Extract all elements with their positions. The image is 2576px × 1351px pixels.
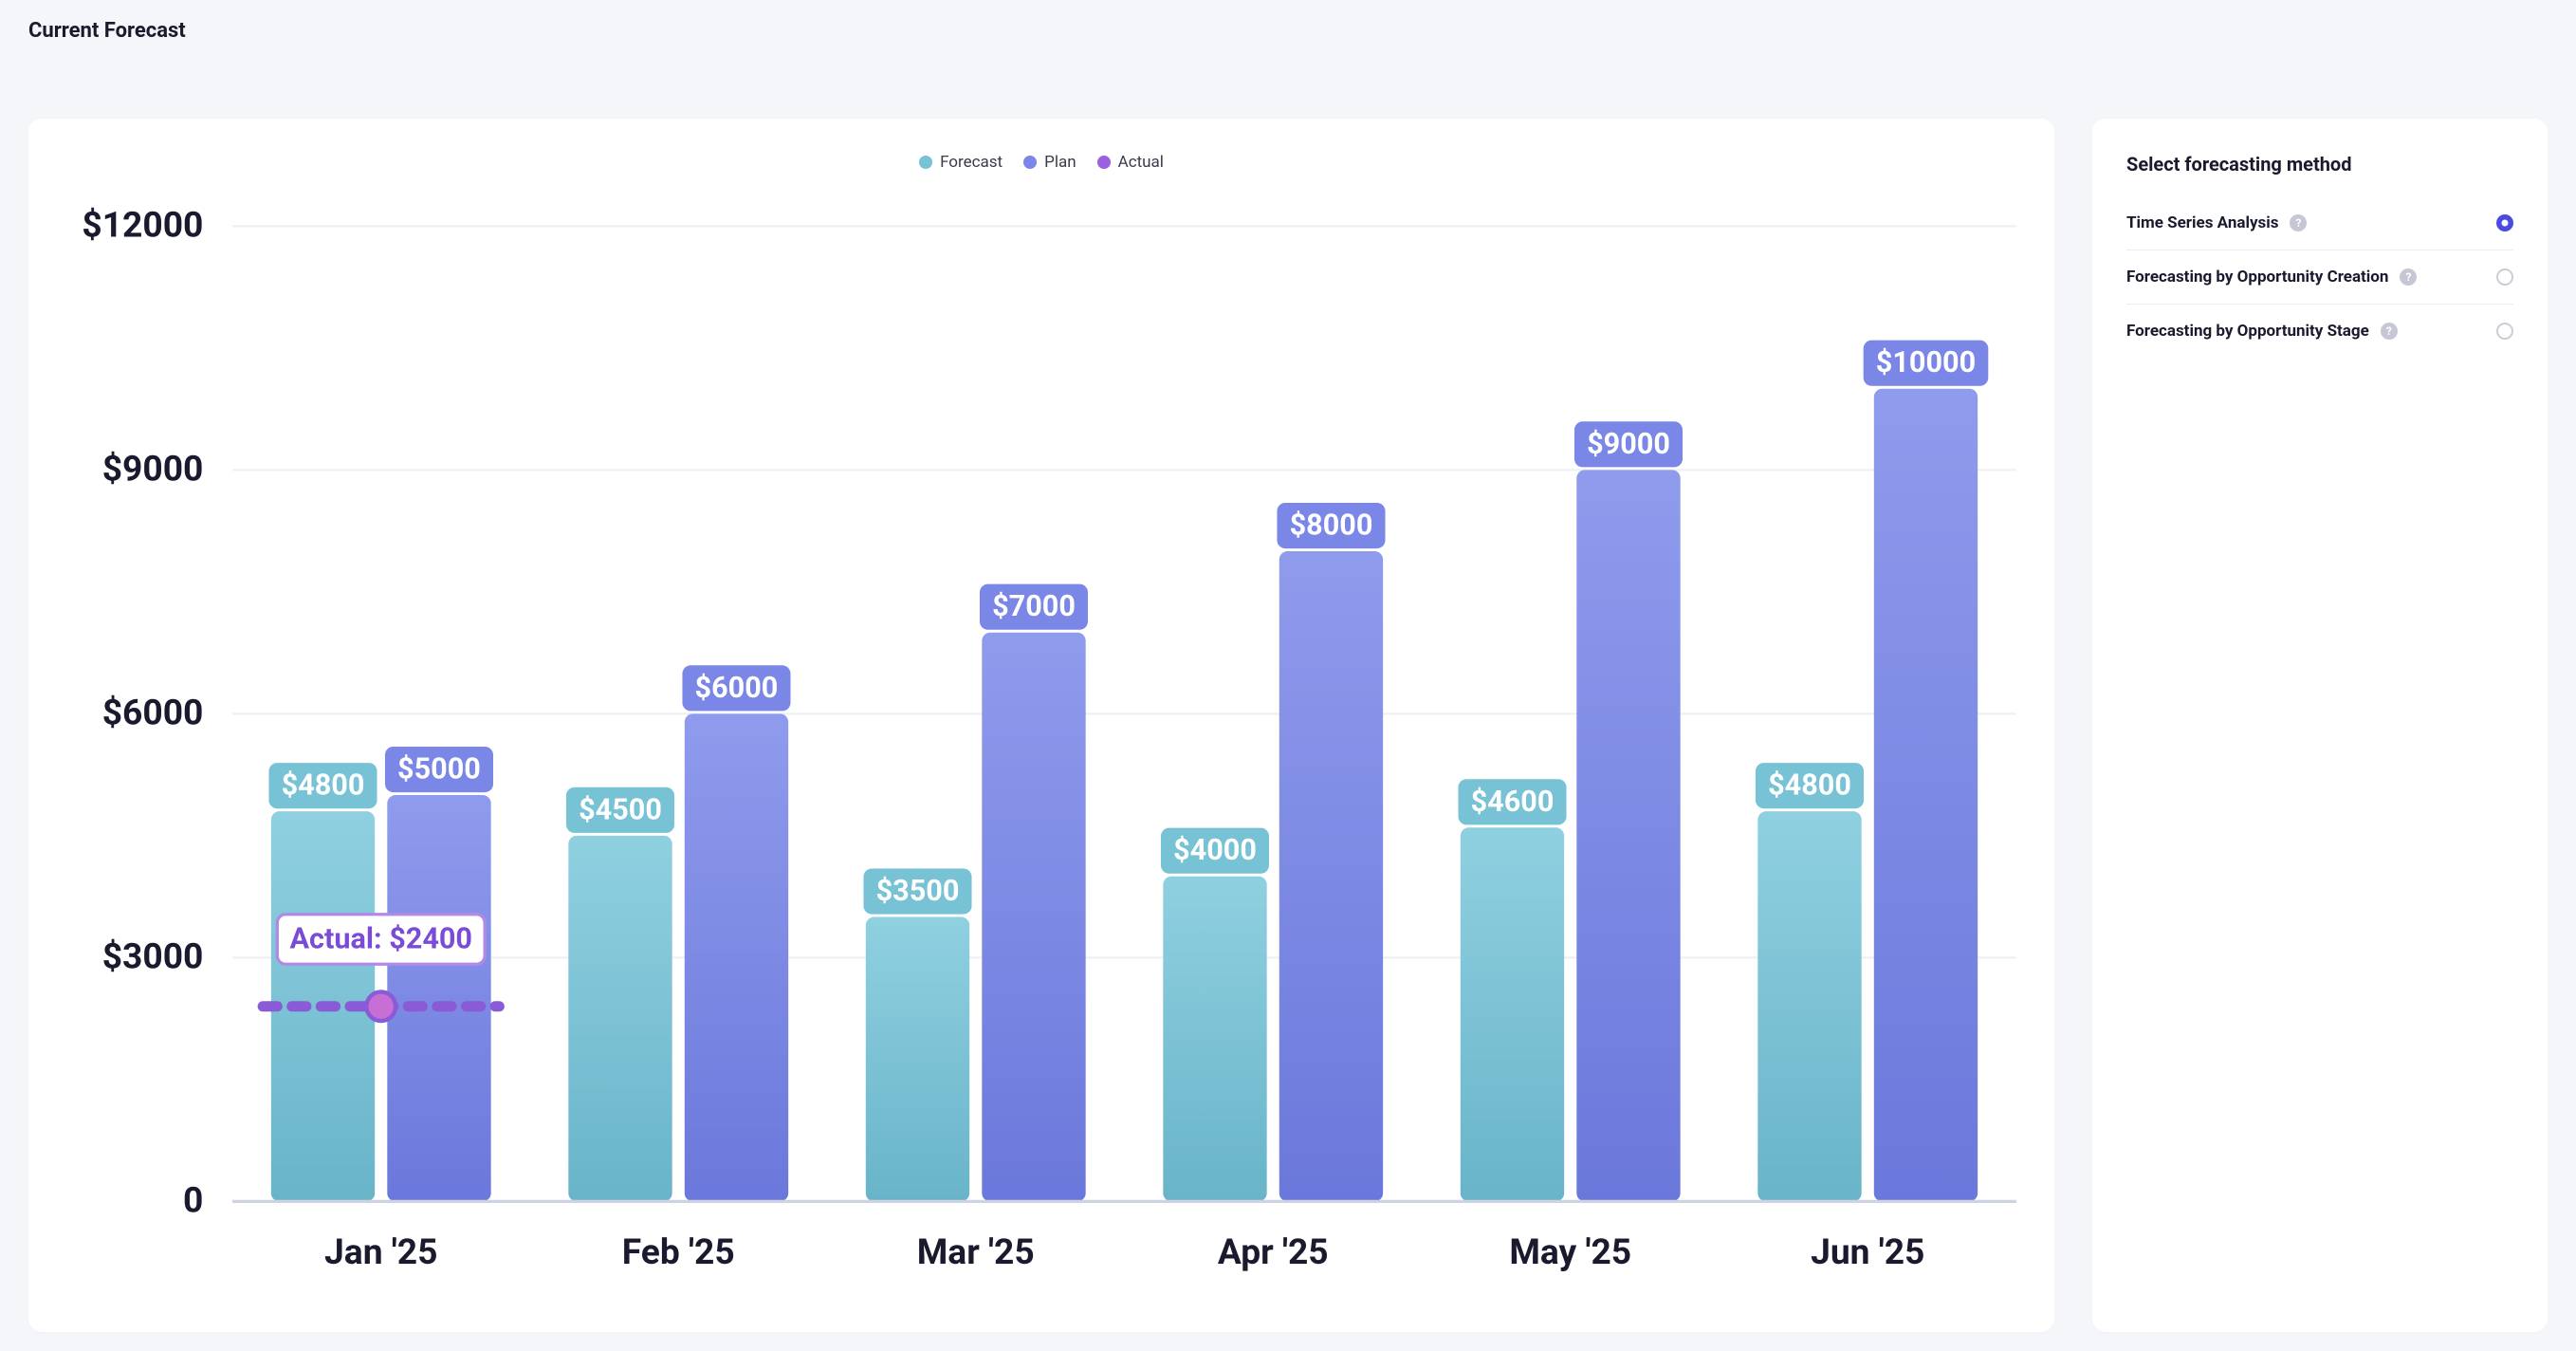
method-row[interactable]: Forecasting by Opportunity Creation? — [2126, 250, 2513, 305]
x-tick-label: Jun '25 — [1811, 1232, 1924, 1273]
actual-point — [366, 991, 396, 1021]
bar-plan — [1576, 470, 1680, 1201]
plan-swatch — [1023, 156, 1037, 169]
help-icon[interactable]: ? — [2290, 214, 2307, 231]
method-list: Time Series Analysis?Forecasting by Oppo… — [2126, 196, 2513, 358]
method-row[interactable]: Time Series Analysis? — [2126, 196, 2513, 250]
help-icon[interactable]: ? — [2381, 323, 2398, 340]
help-icon[interactable]: ? — [2400, 268, 2417, 286]
x-tick-label: Feb '25 — [622, 1232, 735, 1273]
method-radio[interactable] — [2496, 214, 2513, 231]
chart-plot: 0 $3000 $6000 $9000 $12000 Jan '25 Feb '25 Mar … — [66, 189, 2016, 1305]
actual-value-label: Actual: $2400 — [289, 923, 472, 956]
bar-value-label: $4000 — [1173, 834, 1257, 867]
bar-value-label: $10000 — [1876, 346, 1976, 379]
legend-item-forecast: Forecast — [919, 153, 1003, 172]
layout: Forecast Plan Actual 0 $3000 $6000 $9000 $12… — [28, 119, 2548, 1332]
bar-plan — [1279, 551, 1383, 1201]
method-panel: Select forecasting method Time Series An… — [2092, 119, 2548, 1332]
method-panel-title: Select forecasting method — [2126, 153, 2513, 176]
bar-value-label: $5000 — [397, 753, 481, 787]
x-tick-label: Jan '25 — [324, 1232, 437, 1273]
bar-forecast — [866, 917, 969, 1202]
chart-card: Forecast Plan Actual 0 $3000 $6000 $9000 $12… — [28, 119, 2054, 1332]
method-label: Forecasting by Opportunity Creation — [2126, 268, 2388, 287]
y-tick-label: $9000 — [102, 449, 204, 490]
bar-forecast — [568, 836, 672, 1201]
bar-forecast — [1163, 877, 1266, 1202]
method-label: Forecasting by Opportunity Stage — [2126, 322, 2369, 341]
legend-label-actual: Actual — [1118, 153, 1164, 172]
y-tick-label: 0 — [183, 1180, 203, 1221]
x-tick-label: Mar '25 — [917, 1232, 1035, 1273]
legend-item-plan: Plan — [1023, 153, 1076, 172]
legend-label-plan: Plan — [1044, 153, 1076, 172]
method-row-left: Time Series Analysis? — [2126, 213, 2307, 232]
bar-value-label: $3500 — [876, 875, 960, 908]
bar-value-label: $4800 — [1768, 769, 1851, 803]
bar-plan — [1874, 389, 1978, 1202]
bar-forecast — [1461, 827, 1564, 1201]
bar-value-label: $7000 — [992, 590, 1076, 623]
bar-value-label: $6000 — [695, 672, 779, 705]
bar-value-label: $8000 — [1290, 509, 1373, 543]
bar-forecast — [1757, 811, 1861, 1201]
chart-legend: Forecast Plan Actual — [66, 153, 2016, 172]
method-row-left: Forecasting by Opportunity Stage? — [2126, 322, 2398, 341]
forecast-swatch — [919, 156, 932, 169]
page-title: Current Forecast — [28, 19, 2548, 43]
bar-plan — [982, 633, 1085, 1202]
method-label: Time Series Analysis — [2126, 213, 2278, 232]
x-tick-label: Apr '25 — [1218, 1232, 1329, 1273]
bar-value-label: $9000 — [1587, 428, 1670, 461]
y-tick-label: $3000 — [102, 936, 204, 977]
bar-value-label: $4500 — [579, 793, 662, 826]
y-tick-label: $12000 — [82, 205, 203, 246]
bar-value-label: $4600 — [1471, 786, 1555, 819]
actual-swatch — [1097, 156, 1111, 169]
bar-plan — [685, 713, 788, 1201]
method-row-left: Forecasting by Opportunity Creation? — [2126, 268, 2417, 287]
method-radio[interactable] — [2496, 323, 2513, 340]
bar-plan — [387, 795, 490, 1201]
legend-label-forecast: Forecast — [940, 153, 1003, 172]
chart-svg: 0 $3000 $6000 $9000 $12000 Jan '25 Feb '25 Mar … — [66, 189, 2016, 1305]
method-radio[interactable] — [2496, 268, 2513, 286]
method-row[interactable]: Forecasting by Opportunity Stage? — [2126, 305, 2513, 358]
legend-item-actual: Actual — [1097, 153, 1164, 172]
y-tick-label: $6000 — [102, 693, 204, 733]
bar-value-label: $4800 — [282, 769, 365, 803]
x-tick-label: May '25 — [1509, 1232, 1631, 1273]
